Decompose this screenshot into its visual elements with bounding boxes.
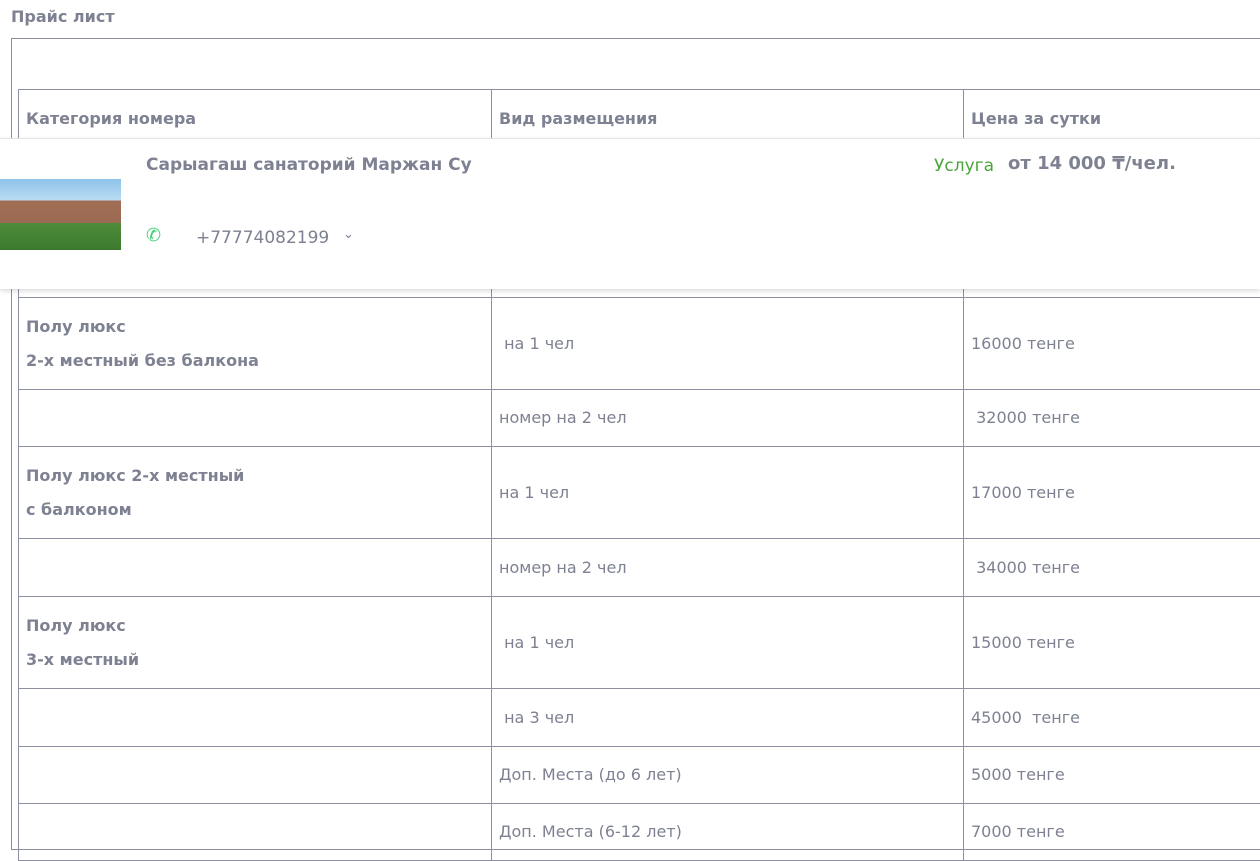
category-cell [19, 539, 492, 597]
page-title: Прайс лист [11, 7, 115, 26]
category-line: 3-х местный [26, 643, 484, 677]
price-cell: 5000 тенге [964, 747, 1260, 804]
hotel-photo[interactable] [0, 179, 121, 250]
category-cell [19, 747, 492, 804]
service-label: Услуга [934, 156, 994, 176]
category-cell [19, 804, 492, 861]
category-cell [19, 390, 492, 447]
price-cell: 45000 тенге [964, 689, 1260, 747]
hotel-name[interactable]: Сарыагаш санаторий Маржан Су [146, 155, 472, 175]
table-row: номер на 2 чел 32000 тенге [19, 390, 1260, 447]
type-cell: на 1 чел [492, 298, 964, 390]
type-cell: на 3 чел [492, 689, 964, 747]
sticky-hotel-card: Сарыагаш санаторий Маржан Су Услуга от 1… [0, 138, 1260, 289]
type-cell: номер на 2 чел [492, 390, 964, 447]
price-cell: 17000 тенге [964, 447, 1260, 539]
price-cell: 32000 тенге [964, 390, 1260, 447]
chevron-down-icon[interactable]: ⌄ [343, 227, 354, 242]
price-from: от 14 000 ₸/чел. [1008, 153, 1176, 174]
category-line: Полу люкс [26, 310, 484, 344]
phone-icon: ✆ [146, 225, 161, 246]
type-cell: на 1 чел [492, 597, 964, 689]
price-cell: 15000 тенге [964, 597, 1260, 689]
table-row: номер на 2 чел 34000 тенге [19, 539, 1260, 597]
type-cell: Доп. Места (до 6 лет) [492, 747, 964, 804]
category-line: Полу люкс 2-х местный [26, 459, 484, 493]
table-row: Доп. Места (6-12 лет)7000 тенге [19, 804, 1260, 861]
category-cell [19, 689, 492, 747]
table-row: Доп. Места (до 6 лет)5000 тенге [19, 747, 1260, 804]
price-cell: 34000 тенге [964, 539, 1260, 597]
price-cell: 16000 тенге [964, 298, 1260, 390]
type-cell: на 1 чел [492, 447, 964, 539]
category-line: 2-х местный без балкона [26, 344, 484, 378]
type-cell: Доп. Места (6-12 лет) [492, 804, 964, 861]
category-line: Полу люкс [26, 609, 484, 643]
price-cell: 7000 тенге [964, 804, 1260, 861]
type-cell: номер на 2 чел [492, 539, 964, 597]
category-line: с балконом [26, 493, 484, 527]
phone-number[interactable]: +77774082199 [196, 228, 329, 248]
